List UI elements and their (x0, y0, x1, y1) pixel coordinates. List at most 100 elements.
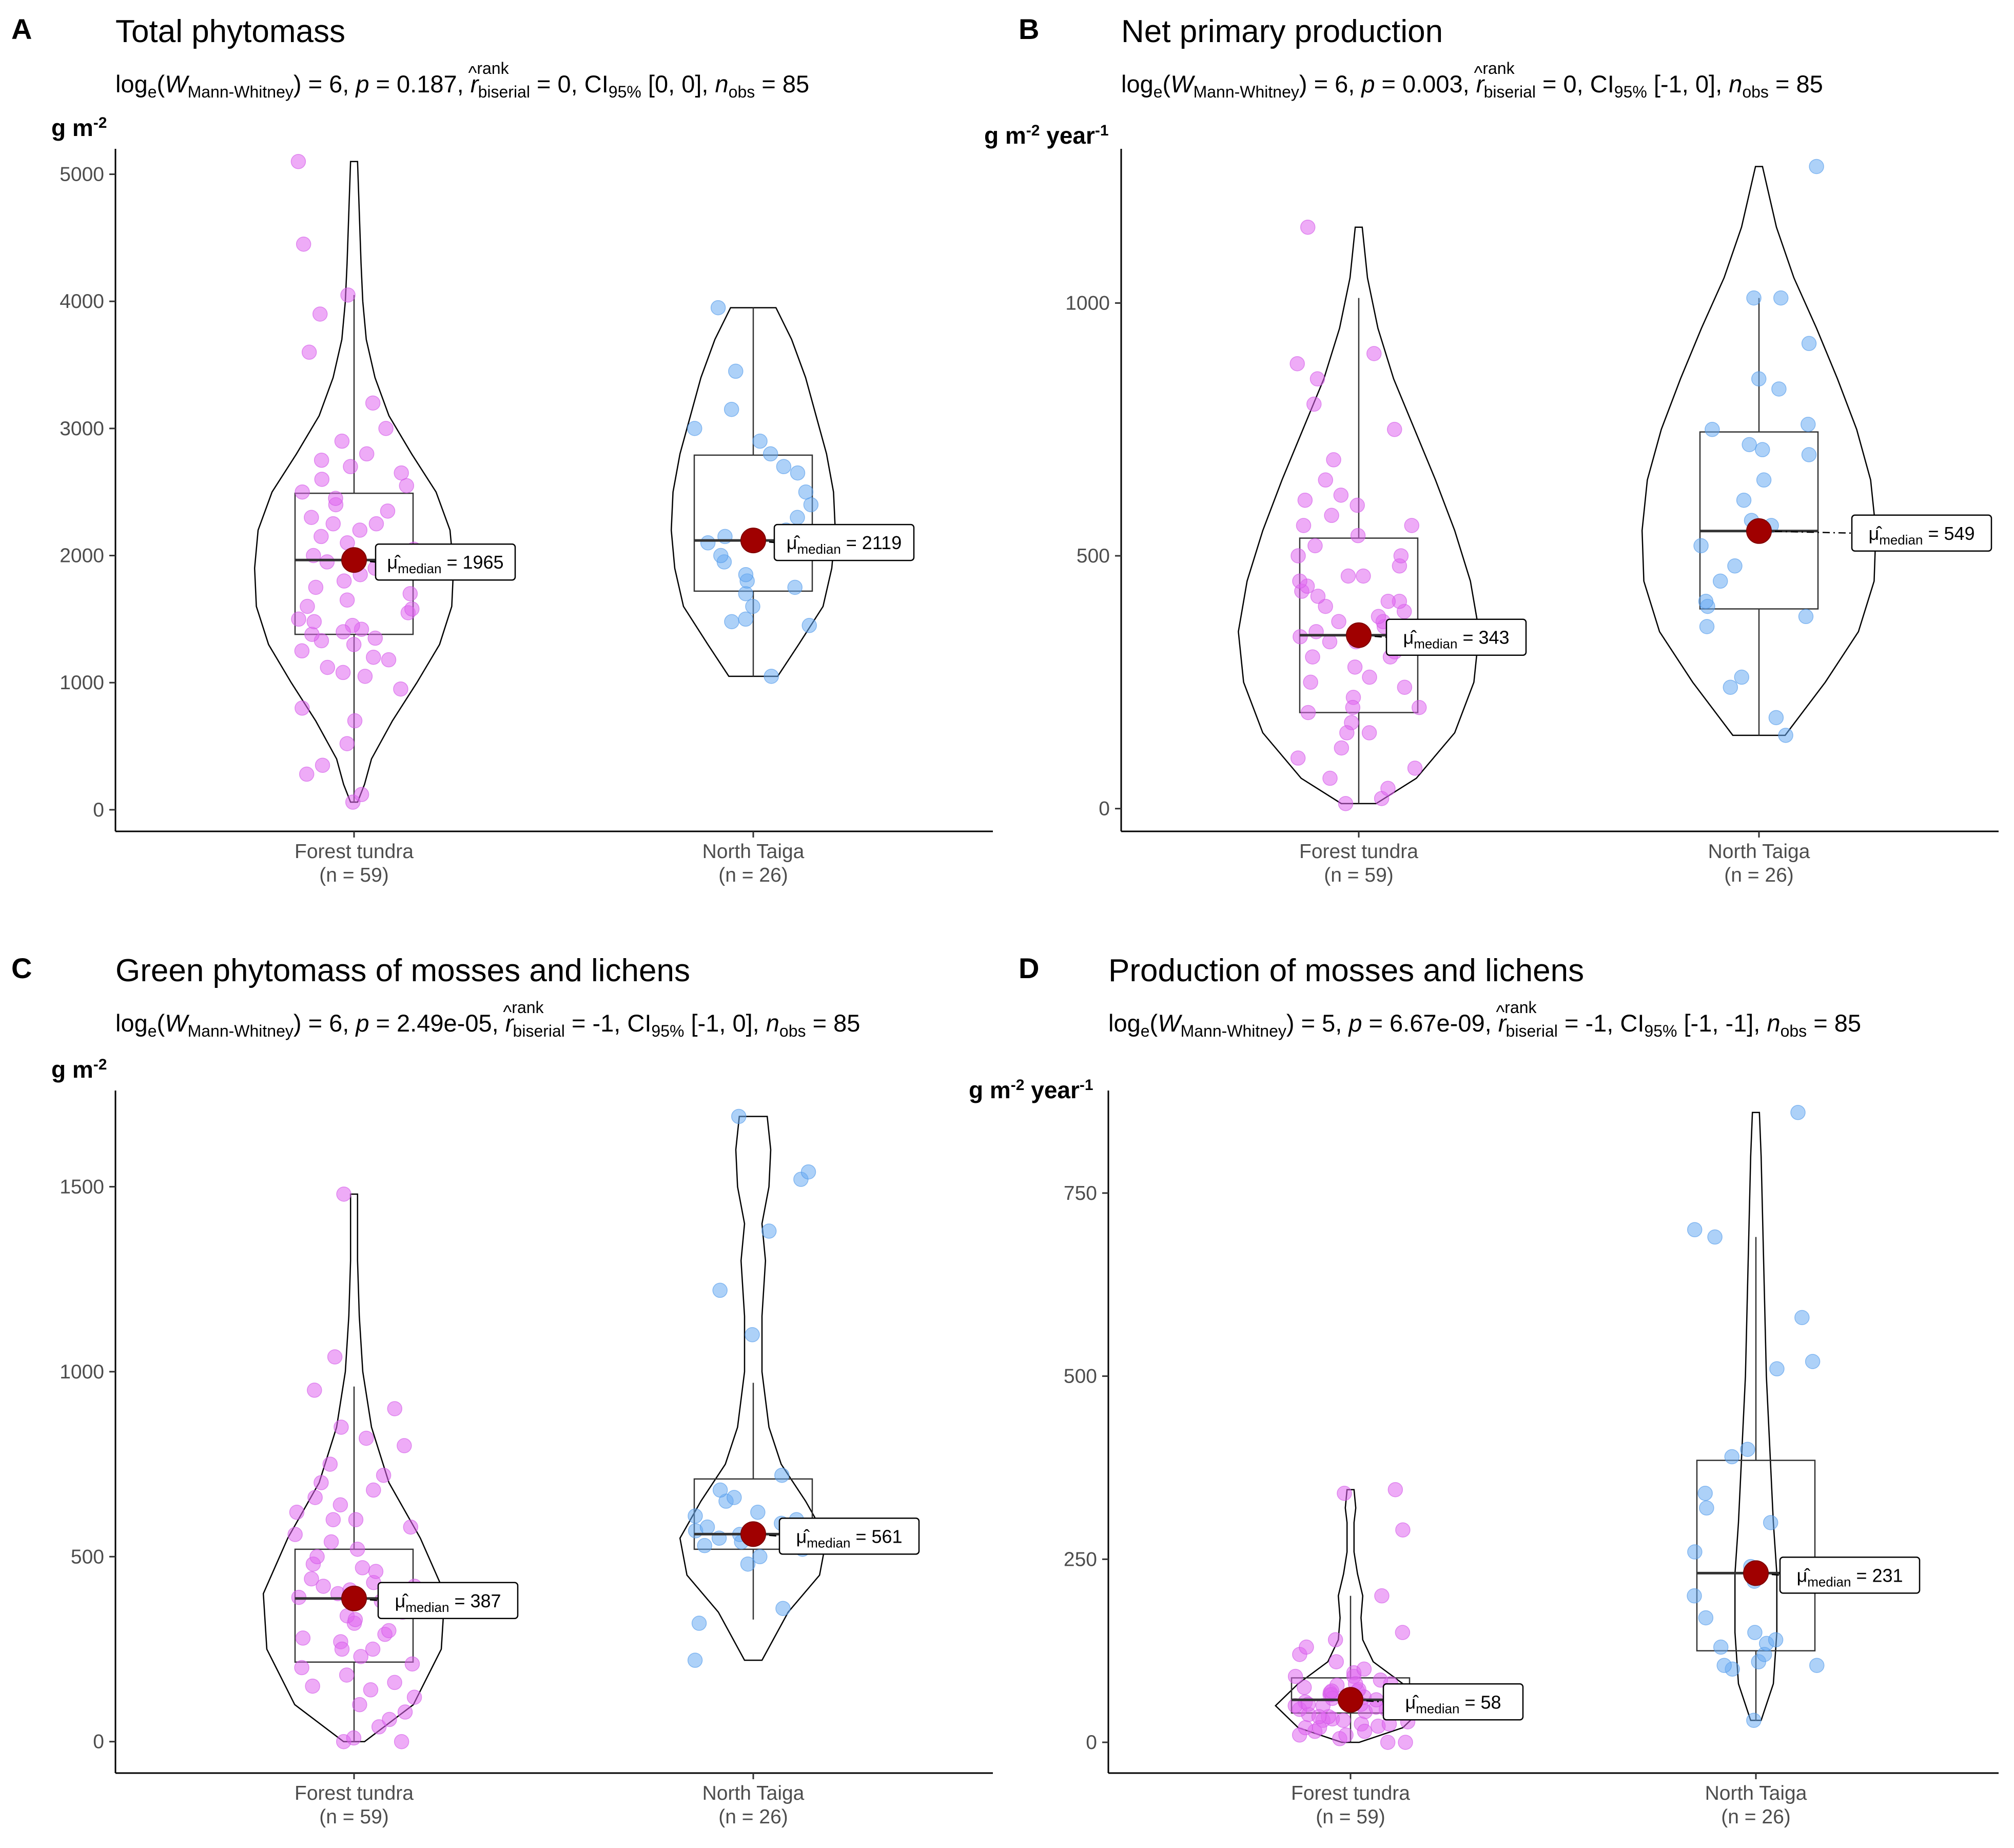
y-tick-label: 500 (71, 1546, 104, 1568)
data-point (314, 472, 330, 487)
data-point (727, 1490, 742, 1505)
data-point (348, 1512, 364, 1527)
data-point (1397, 679, 1413, 695)
median-point (341, 1585, 367, 1611)
group-north-taiga: North Taiga(n = 26) μ̂median = 561 (679, 1108, 920, 1828)
data-point (1687, 1544, 1703, 1560)
data-point (335, 665, 351, 680)
data-point (376, 1467, 392, 1483)
data-point (1712, 573, 1728, 589)
data-point (340, 287, 356, 303)
data-point (1769, 1361, 1785, 1377)
data-point (1322, 634, 1338, 650)
data-point (752, 1549, 768, 1565)
data-point (1736, 492, 1752, 508)
panel-d: D Production of mosses and lichens loge(WM… (969, 952, 1999, 1828)
data-point (397, 1704, 413, 1720)
data-point (724, 401, 739, 417)
data-point (394, 465, 409, 481)
data-point (1716, 1658, 1732, 1673)
x-tick-label: North Taiga (702, 1782, 805, 1804)
data-point (1404, 518, 1420, 533)
y-tick-label: 2000 (60, 545, 104, 567)
x-tick-count: (n = 26) (718, 864, 788, 886)
panel-letter: C (11, 952, 32, 984)
data-point (312, 306, 328, 322)
data-point (355, 1560, 370, 1575)
data-point (1763, 1515, 1778, 1530)
data-point (314, 453, 329, 468)
data-point (339, 1667, 355, 1683)
data-point (307, 1383, 322, 1398)
data-point (1299, 1639, 1314, 1655)
data-point (334, 433, 350, 449)
data-point (1311, 1709, 1327, 1724)
x-tick-count: (n = 26) (718, 1806, 788, 1828)
data-point (803, 497, 819, 513)
median-point (1346, 622, 1372, 648)
data-point (365, 1641, 381, 1657)
median-label-box (778, 1518, 920, 1555)
data-point (300, 598, 315, 614)
data-point (1801, 417, 1816, 432)
median-point (740, 528, 766, 554)
data-point (1727, 558, 1743, 574)
data-point (1773, 290, 1789, 306)
y-tick-label: 1500 (60, 1176, 104, 1198)
data-point (323, 1534, 339, 1550)
data-point (402, 586, 418, 601)
data-point (314, 1475, 329, 1490)
data-point (347, 713, 363, 729)
iqr-box (693, 454, 813, 592)
data-point (1687, 1588, 1702, 1604)
data-point (1755, 442, 1770, 457)
data-point (381, 652, 397, 668)
data-point (1387, 1482, 1403, 1497)
data-point (687, 421, 702, 436)
x-tick-label: Forest tundra (1291, 1782, 1410, 1804)
data-point (334, 1419, 349, 1435)
data-point (336, 624, 351, 639)
data-point (394, 1734, 409, 1749)
data-point (305, 1678, 320, 1694)
data-point (745, 598, 760, 614)
data-point (1336, 1713, 1351, 1728)
data-point (712, 1482, 728, 1498)
data-point (1707, 1229, 1723, 1245)
median-point (1743, 1560, 1769, 1586)
data-point (315, 757, 330, 773)
data-point (1380, 593, 1396, 609)
data-point (306, 614, 322, 630)
x-tick-label: North Taiga (1705, 1782, 1807, 1804)
data-point (1699, 1500, 1714, 1516)
median-label: μ̂median = 561 (796, 1526, 902, 1550)
data-point (1374, 1588, 1390, 1604)
y-tick-label: 1000 (60, 672, 104, 694)
data-point (1305, 649, 1320, 665)
data-point (349, 1542, 365, 1557)
panel-title: Total phytomass (115, 14, 345, 49)
panel-letter: A (11, 13, 32, 45)
data-point (761, 1223, 777, 1239)
data-point (1307, 538, 1323, 554)
x-tick-label: North Taiga (1708, 841, 1810, 863)
data-point (1293, 629, 1308, 645)
data-point (368, 1564, 384, 1579)
data-point (294, 643, 310, 659)
y-axis-label: g m-2 (51, 1056, 107, 1083)
data-point (1289, 356, 1305, 372)
data-point (1746, 1713, 1762, 1728)
data-point (724, 614, 739, 630)
iqr-box (1696, 1460, 1816, 1651)
data-point (1380, 781, 1396, 796)
stat-summary: loge(WMann-Whitney) = 6, p = 0.187, r^ra… (115, 59, 809, 101)
data-point (325, 1512, 341, 1527)
data-point (700, 535, 716, 551)
data-point (1801, 447, 1817, 462)
data-point (382, 1711, 397, 1727)
x-tick-count: (n = 26) (1724, 864, 1794, 886)
panel-title: Production of mosses and lichens (1108, 953, 1584, 988)
data-point (1798, 609, 1814, 625)
data-point (712, 1282, 728, 1298)
group-north-taiga: North Taiga(n = 26)μ̂median = 231 (1687, 1105, 1921, 1828)
